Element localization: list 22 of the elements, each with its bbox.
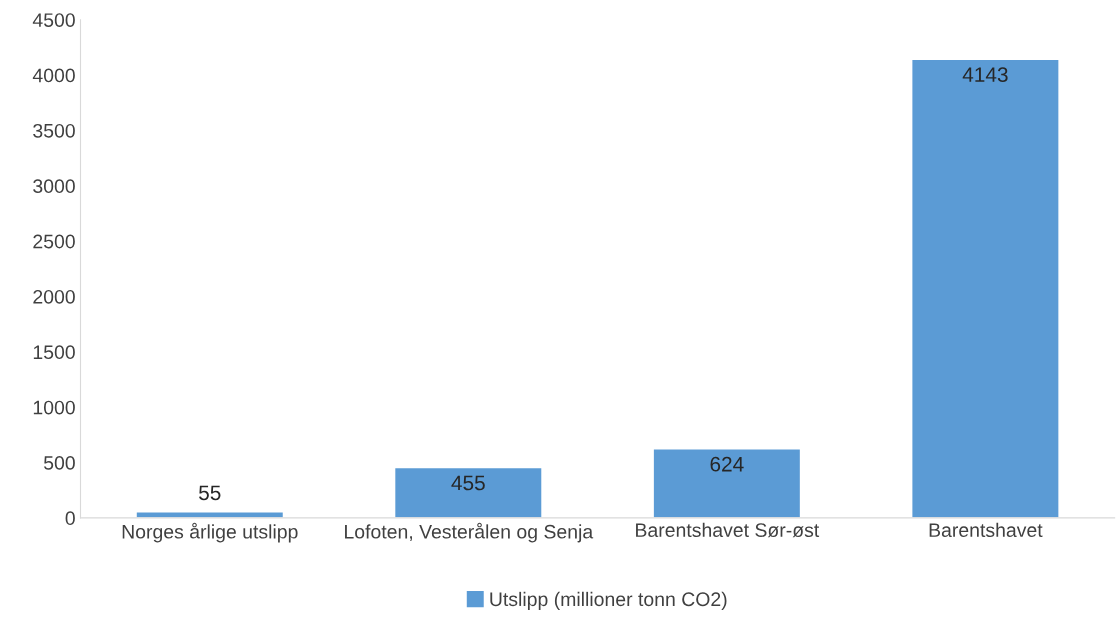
x-tick-label: Barentshavet — [929, 522, 1043, 538]
data-label: 455 — [451, 475, 485, 491]
x-tick-label: Norges årlige utslipp — [122, 522, 298, 543]
y-tick-label: 2000 — [33, 289, 75, 304]
x-tick-label: Barentshavet Sør-øst — [636, 522, 820, 538]
y-tick-label: 0 — [65, 511, 75, 526]
y-tick-label: 500 — [43, 456, 75, 470]
y-tick-label: 4500 — [32, 13, 75, 27]
y-tick-label: 4000 — [32, 68, 75, 83]
data-label: 624 — [710, 456, 744, 472]
bar — [910, 58, 1060, 518]
data-label: 4143 — [962, 67, 1008, 83]
y-tick-label: 2500 — [33, 234, 75, 249]
bar — [652, 448, 802, 518]
y-tick-label: 3500 — [33, 123, 75, 138]
x-tick-label: Lofoten, Vesterålen og Senja — [345, 522, 594, 543]
legend-label: Utslipp (millioner tonn CO2) — [490, 591, 727, 610]
y-tick-label: 1000 — [33, 400, 75, 415]
y-tick-label: 3000 — [33, 179, 75, 194]
bar — [393, 466, 543, 518]
y-tick-label: 1500 — [33, 345, 75, 360]
data-label: 55 — [199, 485, 221, 501]
